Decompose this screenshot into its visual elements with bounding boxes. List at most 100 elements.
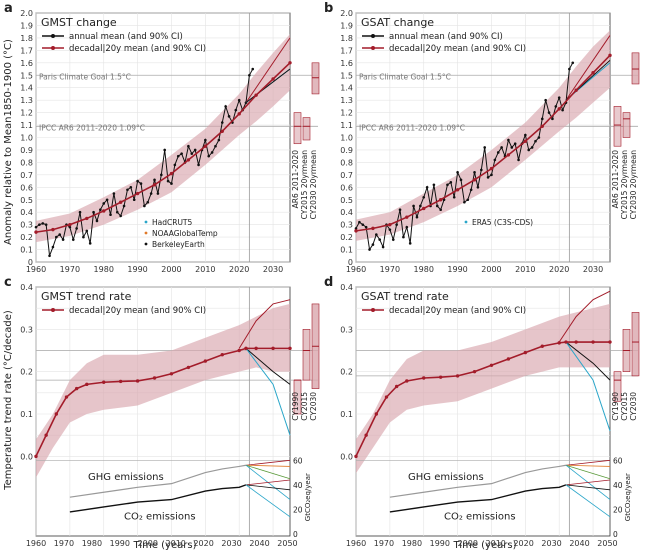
y-tick-label: 1.2 <box>340 109 353 118</box>
x-tick-label: 2000 <box>161 265 181 274</box>
annual-mean-point <box>112 192 116 195</box>
annual-mean-point <box>361 223 365 226</box>
co2-scenario-line <box>245 479 291 486</box>
annual-mean-point <box>496 151 500 154</box>
x-tick-label: 2020 <box>193 539 213 548</box>
side-label: CY2015 20yrmean <box>620 150 629 220</box>
annual-mean-point <box>48 254 51 258</box>
decadal-mean-point <box>34 454 38 459</box>
side-bar <box>613 371 622 402</box>
decadal-mean-point <box>371 226 375 231</box>
co2-scenario-line <box>565 479 611 486</box>
annual-mean-point <box>38 223 41 226</box>
annual-mean-point <box>88 242 92 245</box>
annual-mean-point <box>166 179 170 183</box>
decadal-mean-line <box>35 62 291 233</box>
annual-mean-point <box>170 182 173 185</box>
annual-mean-point <box>207 154 211 158</box>
decadal-mean-point <box>203 359 208 363</box>
projection-line <box>558 290 611 343</box>
reference-line-label: Paris Climate Goal 1.5°C <box>359 72 451 81</box>
annual-mean-point <box>435 204 439 208</box>
y-tick-label: 0 <box>28 258 33 267</box>
annual-mean-point <box>214 144 217 148</box>
decadal-mean-point <box>472 178 477 182</box>
annual-mean-point <box>193 148 197 152</box>
decadal-mean-point <box>85 382 89 387</box>
annual-mean-point <box>55 235 58 239</box>
y-tick-label: 1.0 <box>340 134 353 143</box>
dataset-marker <box>144 220 148 224</box>
annual-mean-point <box>61 238 65 241</box>
side-bar <box>302 117 311 141</box>
x-tick-label: 2040 <box>569 539 589 548</box>
decadal-mean-point <box>438 198 443 202</box>
annual-mean-point <box>381 245 385 249</box>
y-tick-label: 1.7 <box>20 46 33 55</box>
decadal-mean-point <box>608 340 612 344</box>
decadal-mean-point <box>271 346 275 351</box>
annual-mean-point <box>204 138 207 142</box>
x-tick-label: 2040 <box>249 539 269 548</box>
decadal-mean-point <box>354 229 358 233</box>
y-tick-label: 0.6 <box>20 183 33 192</box>
side-bar <box>622 112 631 138</box>
y-tick-label: 1.8 <box>340 34 353 43</box>
y-tick-label: 1.2 <box>20 109 33 118</box>
annual-mean-point <box>122 204 126 208</box>
y-tick-label: 1.6 <box>340 59 353 68</box>
side-label: CY1990 <box>611 392 620 421</box>
dataset-marker <box>144 231 148 235</box>
decadal-mean-point <box>54 412 59 416</box>
annual-mean-point <box>364 225 368 229</box>
y-tick-label: 0.2 <box>20 368 33 377</box>
x-tick-label: 1970 <box>380 265 400 274</box>
annual-mean-point <box>530 146 534 149</box>
annual-mean-point <box>402 235 405 239</box>
projection-line <box>245 348 291 436</box>
annual-mean-point <box>432 183 436 187</box>
co2-scenario-line <box>565 484 611 491</box>
decadal-mean-point <box>118 379 123 384</box>
ghg-emissions-label: GHG emissions <box>408 472 484 483</box>
decadal-mean-point <box>34 230 38 234</box>
legend-marker <box>371 308 375 312</box>
legend-label: decadal|20y mean (and 90% CI) <box>69 306 206 316</box>
panel-title: GMST trend rate <box>41 290 132 303</box>
y-tick-label: 1.6 <box>20 59 33 68</box>
annual-mean-point <box>119 214 122 218</box>
annual-mean-point <box>449 181 453 184</box>
y-tick-label: 0.4 <box>20 208 33 217</box>
annual-mean-point <box>486 176 490 179</box>
annual-mean-point <box>95 219 99 223</box>
projection-line <box>565 341 611 432</box>
panel-title: GSAT trend rate <box>361 290 449 303</box>
y-tick-label: 0.9 <box>20 146 33 155</box>
annual-mean-point <box>537 136 541 139</box>
legend-label: decadal|20y mean (and 90% CI) <box>389 306 526 316</box>
annual-mean-point <box>557 96 561 99</box>
x-axis-label-left: Time (years) <box>133 540 197 551</box>
annual-mean-point <box>398 208 402 212</box>
ghg-scenario-line <box>245 459 291 466</box>
annual-mean-point <box>99 208 102 212</box>
y-axis-label-bottom: Temperature trend rate (°C/decade) <box>3 310 14 491</box>
co2-scenario-line <box>245 484 291 518</box>
decadal-mean-point <box>51 227 55 232</box>
side-label: CY2030 <box>309 392 318 421</box>
decadal-mean-point <box>237 112 241 116</box>
side-label: CY2015 <box>620 392 629 421</box>
dataset-label: BerkeleyEarth <box>152 240 205 249</box>
side-label: CY1990 <box>291 392 300 421</box>
annual-mean-point <box>554 105 558 108</box>
annual-mean-point <box>51 245 55 249</box>
emissions-y-tick: 0 <box>613 530 618 539</box>
decadal-mean-point <box>438 375 443 379</box>
panel-title: GMST change <box>41 16 117 29</box>
ghg-scenario-line <box>245 464 291 467</box>
decadal-mean-point <box>68 222 72 227</box>
y-tick-label: 0.1 <box>20 246 33 255</box>
x-tick-label: 2020 <box>513 539 533 548</box>
emissions-y-tick: 60 <box>613 456 623 465</box>
dataset-marker <box>464 220 468 224</box>
